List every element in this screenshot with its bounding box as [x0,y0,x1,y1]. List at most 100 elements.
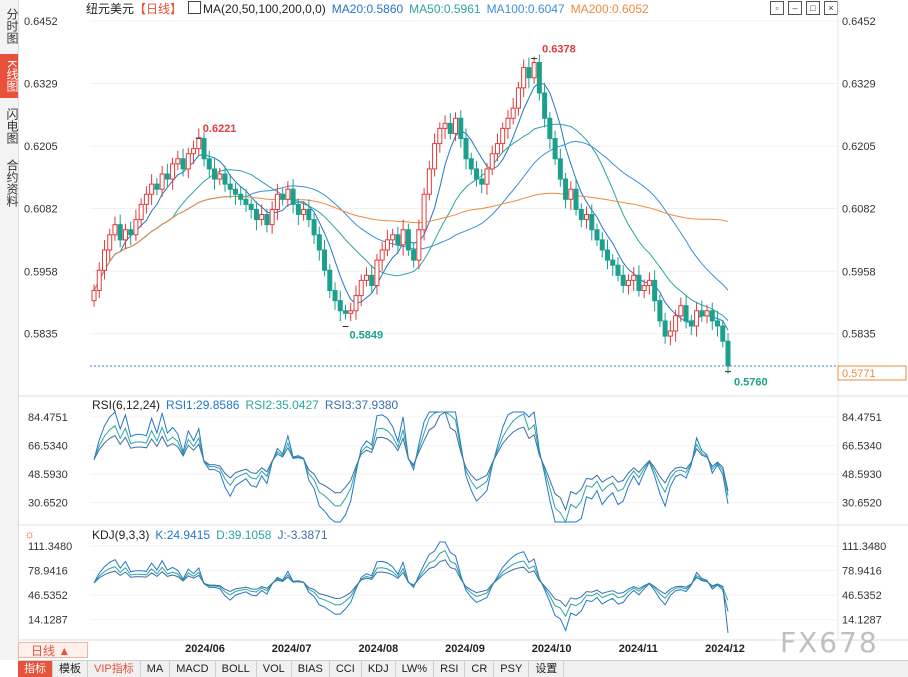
tab-contract-info[interactable]: 合约资料 [5,159,19,207]
price-tick-label-right: 0.6205 [842,141,876,153]
candle-body [442,122,448,129]
candle-body [238,193,244,200]
candle-body [557,158,563,180]
restore-icon[interactable]: ▫ [770,1,784,15]
price-tick-label-left: 0.6205 [24,141,58,153]
date-tick-label: 2024/09 [445,643,485,655]
kdj-title: KDJ(9,3,3) [92,528,150,542]
kdj-k-value: K:24.9415 [155,528,211,542]
kdj-tick-label-left: 78.9416 [28,565,68,577]
ma-toggle-icon[interactable] [188,1,202,14]
candle-body [411,249,417,261]
candle-body [243,198,249,205]
candle-body [604,249,610,261]
tab-vol[interactable]: VOL [257,661,292,677]
kdj-tick-label-left: 14.1287 [28,615,68,627]
candle-body [709,310,715,322]
indicator-toolbar: 指标 模板 VIP指标 MA MACD BOLL VOL BIAS CCI KD… [18,660,908,677]
rsi-rsi1-line [93,410,729,523]
kdj-header: KDJ(9,3,3) K:24.9415 D:39.1058 J:-3.3871 [92,528,334,542]
date-tick-label: 2024/12 [705,643,745,655]
candle-body [646,279,652,286]
candle-body [390,234,396,241]
tab-vip[interactable]: VIP指标 [88,661,141,677]
watermark: FX678 [780,626,879,659]
candle-body [122,229,128,241]
tab-rsi[interactable]: RSI [434,661,466,677]
candle-body [143,193,149,205]
candle-body [568,188,574,200]
tab-psy[interactable]: PSY [494,661,530,677]
rsi-tick-label-left: 84.4751 [28,412,68,424]
candle-body [715,320,721,327]
candle-body [363,274,369,281]
ma50-line [93,123,729,321]
tab-settings[interactable]: 设置 [529,661,565,677]
candle-body [489,153,495,170]
candle-body [521,67,527,89]
tab-kdj[interactable]: KDJ [362,661,396,677]
candle-body [91,290,97,302]
candle-body [426,168,432,195]
price-extreme-label: 0.5849 [350,329,384,341]
tab-kline[interactable]: K线图 [0,54,19,98]
ma100-value: MA100:0.6047 [486,2,565,16]
candle-body [458,117,464,140]
candle-body [416,229,422,261]
kdj-tick-label-left: 111.3480 [28,541,72,553]
candle-body [269,208,275,226]
tab-lw[interactable]: LW% [396,661,435,677]
candle-body [610,259,616,266]
tab-boll[interactable]: BOLL [216,661,257,677]
price-tick-label-right: 0.6452 [842,16,876,28]
candle-body [662,320,668,337]
candle-body [149,183,155,195]
candle-body [515,87,521,109]
candle-body [688,320,694,327]
candle-body [667,330,673,337]
kdj-tick-label-right: 14.1287 [842,615,882,627]
symbol-label: 纽元美元 [86,2,135,16]
kdj-j-line [93,559,729,633]
rsi-rsi3-line [93,411,729,512]
candle-body [96,269,102,292]
candle-body [285,188,291,200]
candle-body [526,67,532,79]
candle-body [212,168,218,180]
candle-body [563,178,569,200]
sidebar: 分时图 K线图 闪电图 合约资料 [0,0,19,660]
price-extreme-label: 0.5760 [734,377,768,389]
tab-indicator[interactable]: 指标 [18,661,53,677]
tab-flash[interactable]: 闪电图 [5,108,19,144]
rsi-tick-label-left: 66.5340 [28,440,68,452]
rsi-tick-label-right: 48.5930 [842,469,882,481]
settings-sun-icon[interactable]: ☼ [24,527,35,541]
ma-params: MA(20,50,100,200,0,0) [203,2,326,16]
candle-body [201,138,207,160]
candle-body [185,153,191,170]
tab-cr[interactable]: CR [465,661,495,677]
minimize-icon[interactable]: – [788,1,802,15]
ma20-value: MA20:0.5860 [331,2,404,16]
tab-timeshare[interactable]: 分时图 [5,8,19,44]
candle-body [652,279,658,302]
maximize-icon[interactable]: □ [806,1,820,15]
period-select-button[interactable]: 日线 ▲ [18,642,88,658]
rsi-tick-label-right: 66.5340 [842,440,882,452]
candle-body [678,305,684,317]
candle-body [358,279,364,297]
tab-bias[interactable]: BIAS [292,661,330,677]
candle-body [673,315,679,332]
candle-body [107,234,113,251]
candle-body [620,274,626,286]
candle-body [437,127,443,145]
rsi1-value: RSI1:29.8586 [166,398,240,412]
tab-cci[interactable]: CCI [330,661,362,677]
price-extreme-label: 0.6221 [203,123,237,135]
price-tick-label-right: 0.5958 [842,266,876,278]
tab-ma[interactable]: MA [141,661,171,677]
tab-template[interactable]: 模板 [53,661,88,677]
tab-macd[interactable]: MACD [170,661,216,677]
candle-body [447,122,453,134]
